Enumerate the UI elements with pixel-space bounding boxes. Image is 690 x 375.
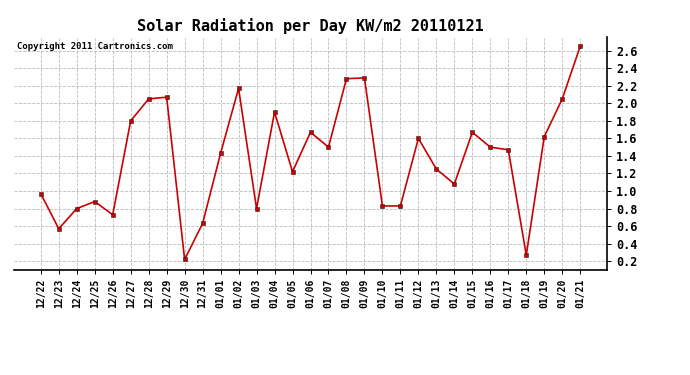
Text: Copyright 2011 Cartronics.com: Copyright 2011 Cartronics.com	[17, 42, 172, 51]
Title: Solar Radiation per Day KW/m2 20110121: Solar Radiation per Day KW/m2 20110121	[137, 18, 484, 33]
